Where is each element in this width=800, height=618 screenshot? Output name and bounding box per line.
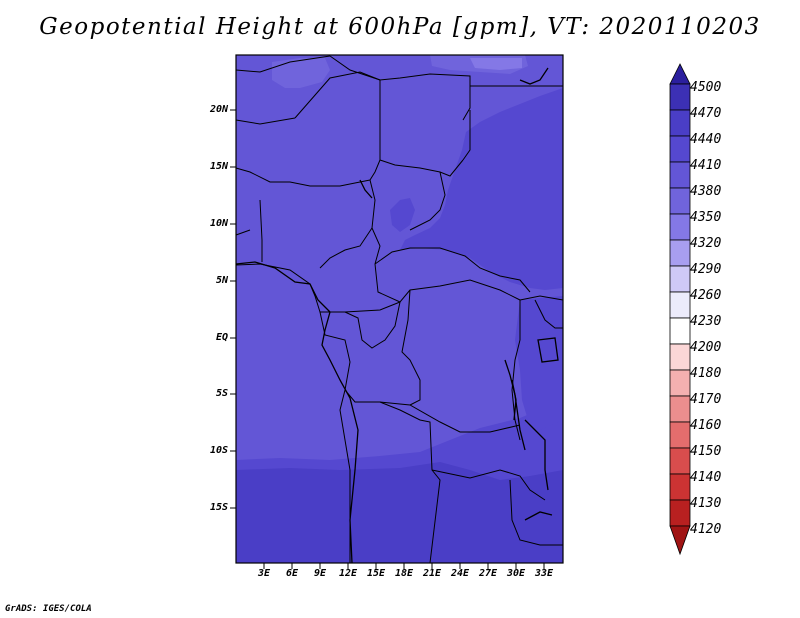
colorbar-seg-13 bbox=[669, 421, 691, 449]
lat-label-20n: 20N bbox=[209, 104, 228, 115]
lat-label-15s: 15S bbox=[209, 502, 228, 513]
colorbar-label-4150: 4150 bbox=[690, 444, 722, 459]
lon-label-15e: 15E bbox=[366, 568, 386, 579]
colorbar-seg-9 bbox=[669, 317, 691, 345]
colorbar bbox=[669, 63, 691, 556]
colorbar-label-4290: 4290 bbox=[690, 262, 722, 277]
colorbar-label-4440: 4440 bbox=[690, 132, 722, 147]
lon-label-27e: 27E bbox=[478, 568, 498, 579]
lat-label-5n: 5N bbox=[215, 275, 228, 286]
colorbar-seg-6 bbox=[669, 239, 691, 267]
lon-label-12e: 12E bbox=[338, 568, 358, 579]
colorbar-seg-2 bbox=[669, 135, 691, 163]
colorbar-label-4120: 4120 bbox=[690, 522, 722, 537]
colorbar-label-4130: 4130 bbox=[690, 496, 722, 511]
colorbar-seg-12 bbox=[669, 395, 691, 423]
lat-label-eq: EQ bbox=[215, 332, 228, 343]
colorbar-label-4200: 4200 bbox=[690, 340, 722, 355]
colorbar-seg-10 bbox=[669, 343, 691, 371]
colorbar-label-4140: 4140 bbox=[690, 470, 722, 485]
lat-label-5s: 5S bbox=[215, 388, 228, 399]
lon-label-21e: 21E bbox=[422, 568, 442, 579]
colorbar-label-4350: 4350 bbox=[690, 210, 722, 225]
lon-label-24e: 24E bbox=[450, 568, 470, 579]
lon-label-18e: 18E bbox=[394, 568, 414, 579]
colorbar-seg-0 bbox=[669, 83, 691, 111]
colorbar-seg-7 bbox=[669, 265, 691, 293]
lat-ticks bbox=[230, 109, 236, 509]
height-field-4320-northeast bbox=[470, 58, 522, 70]
colorbar-label-4320: 4320 bbox=[690, 236, 722, 251]
colorbar-label-4500: 4500 bbox=[690, 80, 722, 95]
lon-label-6e: 6E bbox=[285, 568, 299, 579]
lat-label-10s: 10S bbox=[209, 445, 228, 456]
colorbar-label-4160: 4160 bbox=[690, 418, 722, 433]
colorbar-seg-16 bbox=[669, 499, 691, 527]
colorbar-seg-1 bbox=[669, 109, 691, 137]
colorbar-label-4380: 4380 bbox=[690, 184, 722, 199]
height-field-4440-south bbox=[236, 462, 563, 563]
colorbar-seg-15 bbox=[669, 473, 691, 501]
colorbar-seg-14 bbox=[669, 447, 691, 475]
colorbar-seg-3 bbox=[669, 161, 691, 189]
lon-label-30e: 30E bbox=[506, 568, 526, 579]
colorbar-seg-11 bbox=[669, 369, 691, 397]
colorbar-label-4410: 4410 bbox=[690, 158, 722, 173]
height-field-4410-lakes bbox=[515, 296, 563, 430]
colorbar-seg-4 bbox=[669, 187, 691, 215]
lon-label-9e: 9E bbox=[313, 568, 327, 579]
colorbar-label-4470: 4470 bbox=[690, 106, 722, 121]
chart-title: Geopotential Height at 600hPa [gpm], VT:… bbox=[39, 14, 761, 40]
colorbar-seg-8 bbox=[669, 291, 691, 319]
colorbar-seg-5 bbox=[669, 213, 691, 241]
lon-label-33e: 33E bbox=[534, 568, 554, 579]
lat-label-15n: 15N bbox=[209, 161, 228, 172]
colorbar-label-4180: 4180 bbox=[690, 366, 722, 381]
coastlines bbox=[235, 67, 559, 564]
map-frame bbox=[235, 54, 564, 564]
lon-ticks bbox=[263, 563, 545, 569]
colorbar-label-4260: 4260 bbox=[690, 288, 722, 303]
colorbar-label-4230: 4230 bbox=[690, 314, 722, 329]
lat-label-10n: 10N bbox=[209, 218, 228, 229]
lon-label-3e: 3E bbox=[257, 568, 271, 579]
colorbar-top-triangle bbox=[669, 63, 691, 85]
footer-credit: GrADS: IGES/COLA bbox=[5, 604, 92, 614]
colorbar-label-4170: 4170 bbox=[690, 392, 722, 407]
height-field-4410-central bbox=[390, 198, 415, 232]
height-field-4350-north bbox=[272, 58, 330, 88]
colorbar-bottom-triangle bbox=[669, 525, 691, 556]
height-field-4410-east bbox=[400, 88, 563, 290]
